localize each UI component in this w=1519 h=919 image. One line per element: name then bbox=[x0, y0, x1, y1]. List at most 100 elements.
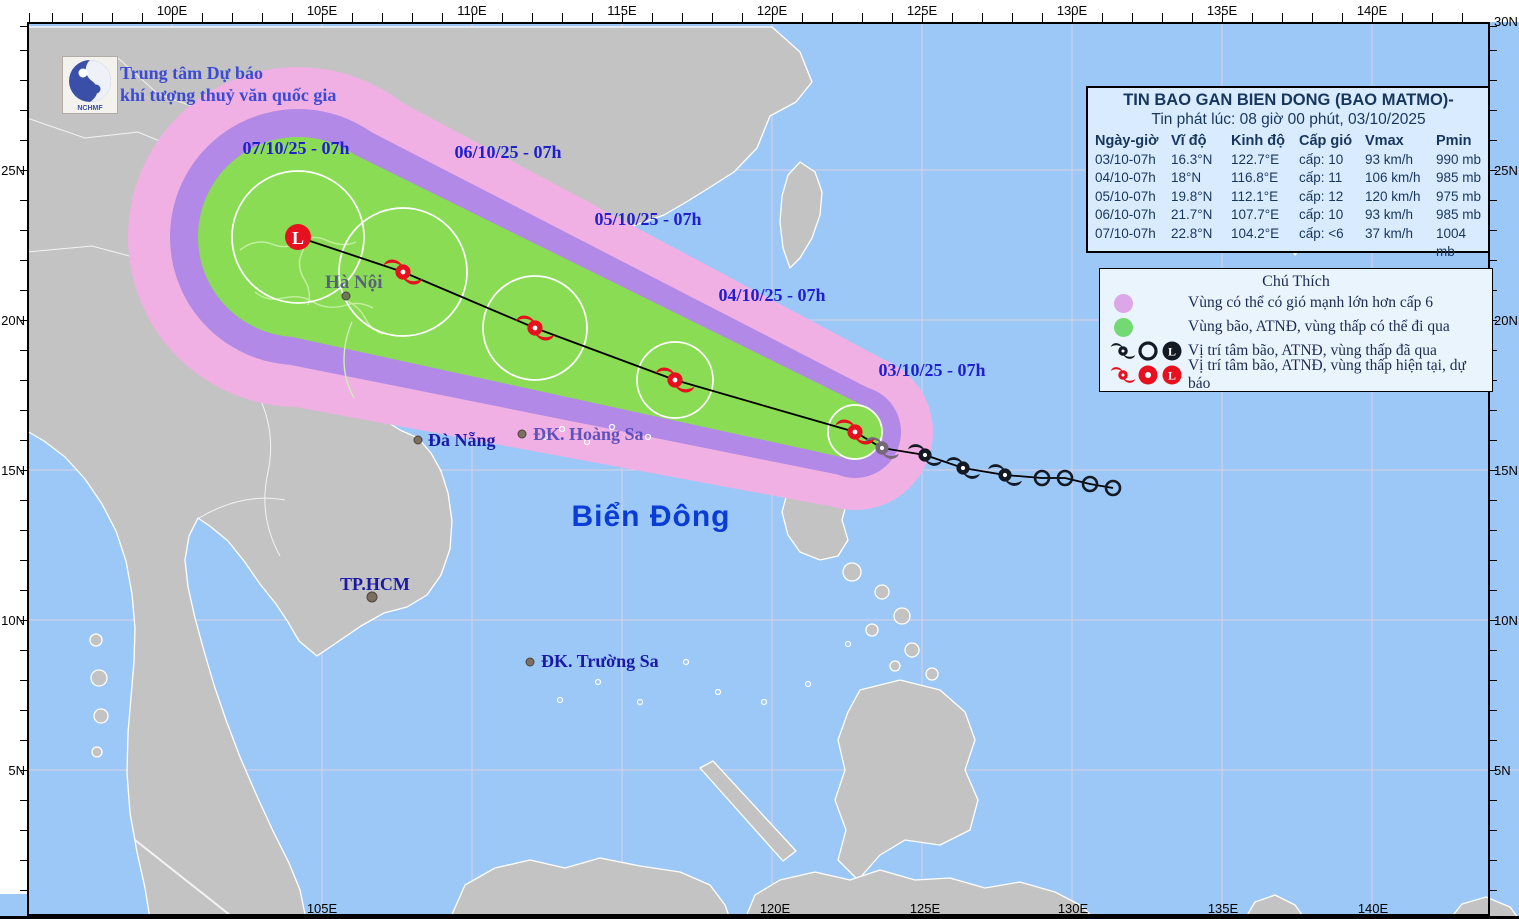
date-label-0610: 06/10/25 - 07h bbox=[454, 142, 562, 162]
cell: 21.7°N bbox=[1171, 207, 1213, 222]
date-label-0410: 04/10/25 - 07h bbox=[718, 285, 826, 305]
cell: 37 km/h bbox=[1365, 225, 1414, 241]
axis-label: 25N bbox=[1, 163, 25, 178]
date-label-0710: 07/10/25 - 07h bbox=[242, 138, 350, 158]
cell: 107.7°E bbox=[1231, 207, 1280, 222]
cell: 1004 mb bbox=[1436, 225, 1467, 260]
green-zone-swatch bbox=[1114, 317, 1133, 337]
agency-title: Trung tâm Dự báo khí tượng thuỷ văn quốc… bbox=[120, 62, 336, 106]
col-header: Vmax bbox=[1365, 133, 1404, 149]
axis-label: 120E bbox=[756, 3, 788, 18]
cell: 93 km/h bbox=[1365, 207, 1414, 222]
label-hoangsa: ĐK. Hoàng Sa bbox=[533, 424, 644, 444]
logo-text: NCHMF bbox=[77, 105, 103, 112]
axis-label: 130E bbox=[1057, 901, 1089, 916]
axis-label: 105E bbox=[306, 901, 338, 916]
axis-label: 20N bbox=[1494, 313, 1518, 328]
axis-label: 120E bbox=[759, 901, 791, 916]
island-specks bbox=[541, 423, 852, 706]
axis-label: 5N bbox=[1494, 763, 1511, 778]
axis-label: 30N bbox=[1494, 14, 1518, 29]
cell: 22.8°N bbox=[1171, 225, 1213, 241]
label-danang: Đà Nẵng bbox=[428, 430, 496, 450]
storm-info-title: TIN BAO GAN BIEN DONG (BAO MATMO)- bbox=[1123, 91, 1454, 109]
nchmf-logo: NCHMF bbox=[62, 56, 118, 119]
axis-label: 110E bbox=[457, 3, 487, 18]
cell: 18°N bbox=[1171, 170, 1202, 185]
past-position-symbols: L bbox=[1110, 341, 1182, 361]
right-axis-ticks bbox=[1490, 22, 1497, 916]
cell: 122.7°E bbox=[1231, 151, 1280, 167]
cell: 104.2°E bbox=[1231, 225, 1280, 241]
legend-box: Chú Thích Vùng có thể có gió mạnh lớn hơ… bbox=[1099, 268, 1493, 392]
borneo-west bbox=[449, 857, 731, 919]
date-label-0510: 05/10/25 - 07h bbox=[594, 209, 702, 229]
left-axis-ticks bbox=[20, 22, 27, 916]
place-dots bbox=[341, 291, 535, 667]
axis-label: 140E bbox=[1357, 901, 1389, 916]
cell: 116.8°E bbox=[1231, 170, 1279, 185]
axis-label: 115E bbox=[607, 3, 637, 18]
col-header: Cấp gió bbox=[1299, 133, 1353, 149]
top-axis-ticks bbox=[27, 13, 1490, 22]
forecast-circles bbox=[231, 170, 883, 460]
cell: 16.3°N bbox=[1171, 151, 1213, 167]
axis-label: 5N bbox=[8, 763, 25, 778]
cell: 106 km/h bbox=[1365, 170, 1421, 185]
label-bien-dong: Biển Đông bbox=[571, 500, 731, 533]
cell: 05/10-07h bbox=[1095, 188, 1156, 204]
cell: cấp: 10 bbox=[1299, 151, 1344, 167]
axis-label: 125E bbox=[906, 3, 938, 18]
axis-label: 15N bbox=[1494, 463, 1518, 478]
cell: 93 km/h bbox=[1365, 151, 1414, 167]
cell: cấp: 12 bbox=[1299, 188, 1344, 204]
agency-line1: Trung tâm Dự báo bbox=[120, 63, 263, 83]
cell: cấp: 11 bbox=[1299, 170, 1343, 185]
axis-label: 140E bbox=[1356, 3, 1388, 18]
legend-item-pass-zone: Vùng bão, ATNĐ, vùng thấp có thể đi qua bbox=[1100, 315, 1492, 339]
axis-label: 105E bbox=[306, 3, 338, 18]
date-label-0310: 03/10/25 - 07h bbox=[878, 360, 986, 380]
cell: cấp: <6 bbox=[1299, 225, 1344, 241]
legend-label: Vùng bão, ATNĐ, vùng thấp có thể đi qua bbox=[1188, 318, 1450, 335]
past-low-markers bbox=[1033, 469, 1122, 497]
label-truongsa: ĐK. Trường Sa bbox=[541, 651, 659, 671]
axis-label: 10N bbox=[1, 613, 25, 628]
svg-text:L: L bbox=[292, 228, 304, 248]
cell: 120 km/h bbox=[1365, 188, 1421, 204]
agency-line2: khí tượng thuỷ văn quốc gia bbox=[120, 85, 337, 105]
bottom-frame-bar bbox=[0, 916, 1519, 919]
tphcm-dot bbox=[366, 591, 378, 603]
hoangsa-dot bbox=[517, 429, 527, 439]
col-header: Vĩ độ bbox=[1171, 133, 1207, 149]
axis-label: 20N bbox=[1, 313, 25, 328]
cell: 07/10-07h bbox=[1095, 225, 1156, 241]
axis-label: 15N bbox=[1, 463, 25, 478]
storm-info-issued: Tin phát lúc: 08 giờ 00 phút, 03/10/2025 bbox=[1151, 111, 1426, 128]
cell: 975 mb bbox=[1436, 188, 1482, 204]
legend-item-forecast: L Vị trí tâm bão, ATNĐ, vùng thấp hiện t… bbox=[1100, 357, 1492, 392]
legend-item-past: L Vị trí tâm bão, ATNĐ, vùng thấp đã qua bbox=[1100, 339, 1492, 363]
col-header: Pmin bbox=[1436, 133, 1472, 149]
axis-label: 135E bbox=[1207, 901, 1239, 916]
truongsa-dot bbox=[525, 657, 535, 667]
axis-label: 100E bbox=[156, 3, 188, 18]
axis-label: 135E bbox=[1206, 3, 1238, 18]
legend-title: Chú Thích bbox=[1262, 273, 1330, 290]
svg-text:L: L bbox=[1168, 369, 1176, 383]
axis-label: 130E bbox=[1056, 3, 1088, 18]
cell: cấp: 10 bbox=[1299, 207, 1344, 222]
cell: 112.1°E bbox=[1231, 188, 1279, 204]
label-tphcm: TP.HCM bbox=[340, 574, 410, 594]
axis-label: 10N bbox=[1494, 613, 1518, 628]
danang-dot bbox=[413, 435, 423, 445]
cell: 06/10-07h bbox=[1095, 207, 1156, 222]
low-pressure-marker: L bbox=[285, 224, 311, 250]
borneo-east bbox=[744, 869, 1096, 919]
cell: 985 mb bbox=[1436, 170, 1482, 185]
legend-item-wind-zone: Vùng có thể có gió mạnh lớn hơn cấp 6 bbox=[1100, 291, 1492, 315]
axis-label: 125E bbox=[909, 901, 941, 916]
forecast-position-symbols: L bbox=[1110, 365, 1182, 385]
hanoi-dot bbox=[341, 291, 351, 301]
